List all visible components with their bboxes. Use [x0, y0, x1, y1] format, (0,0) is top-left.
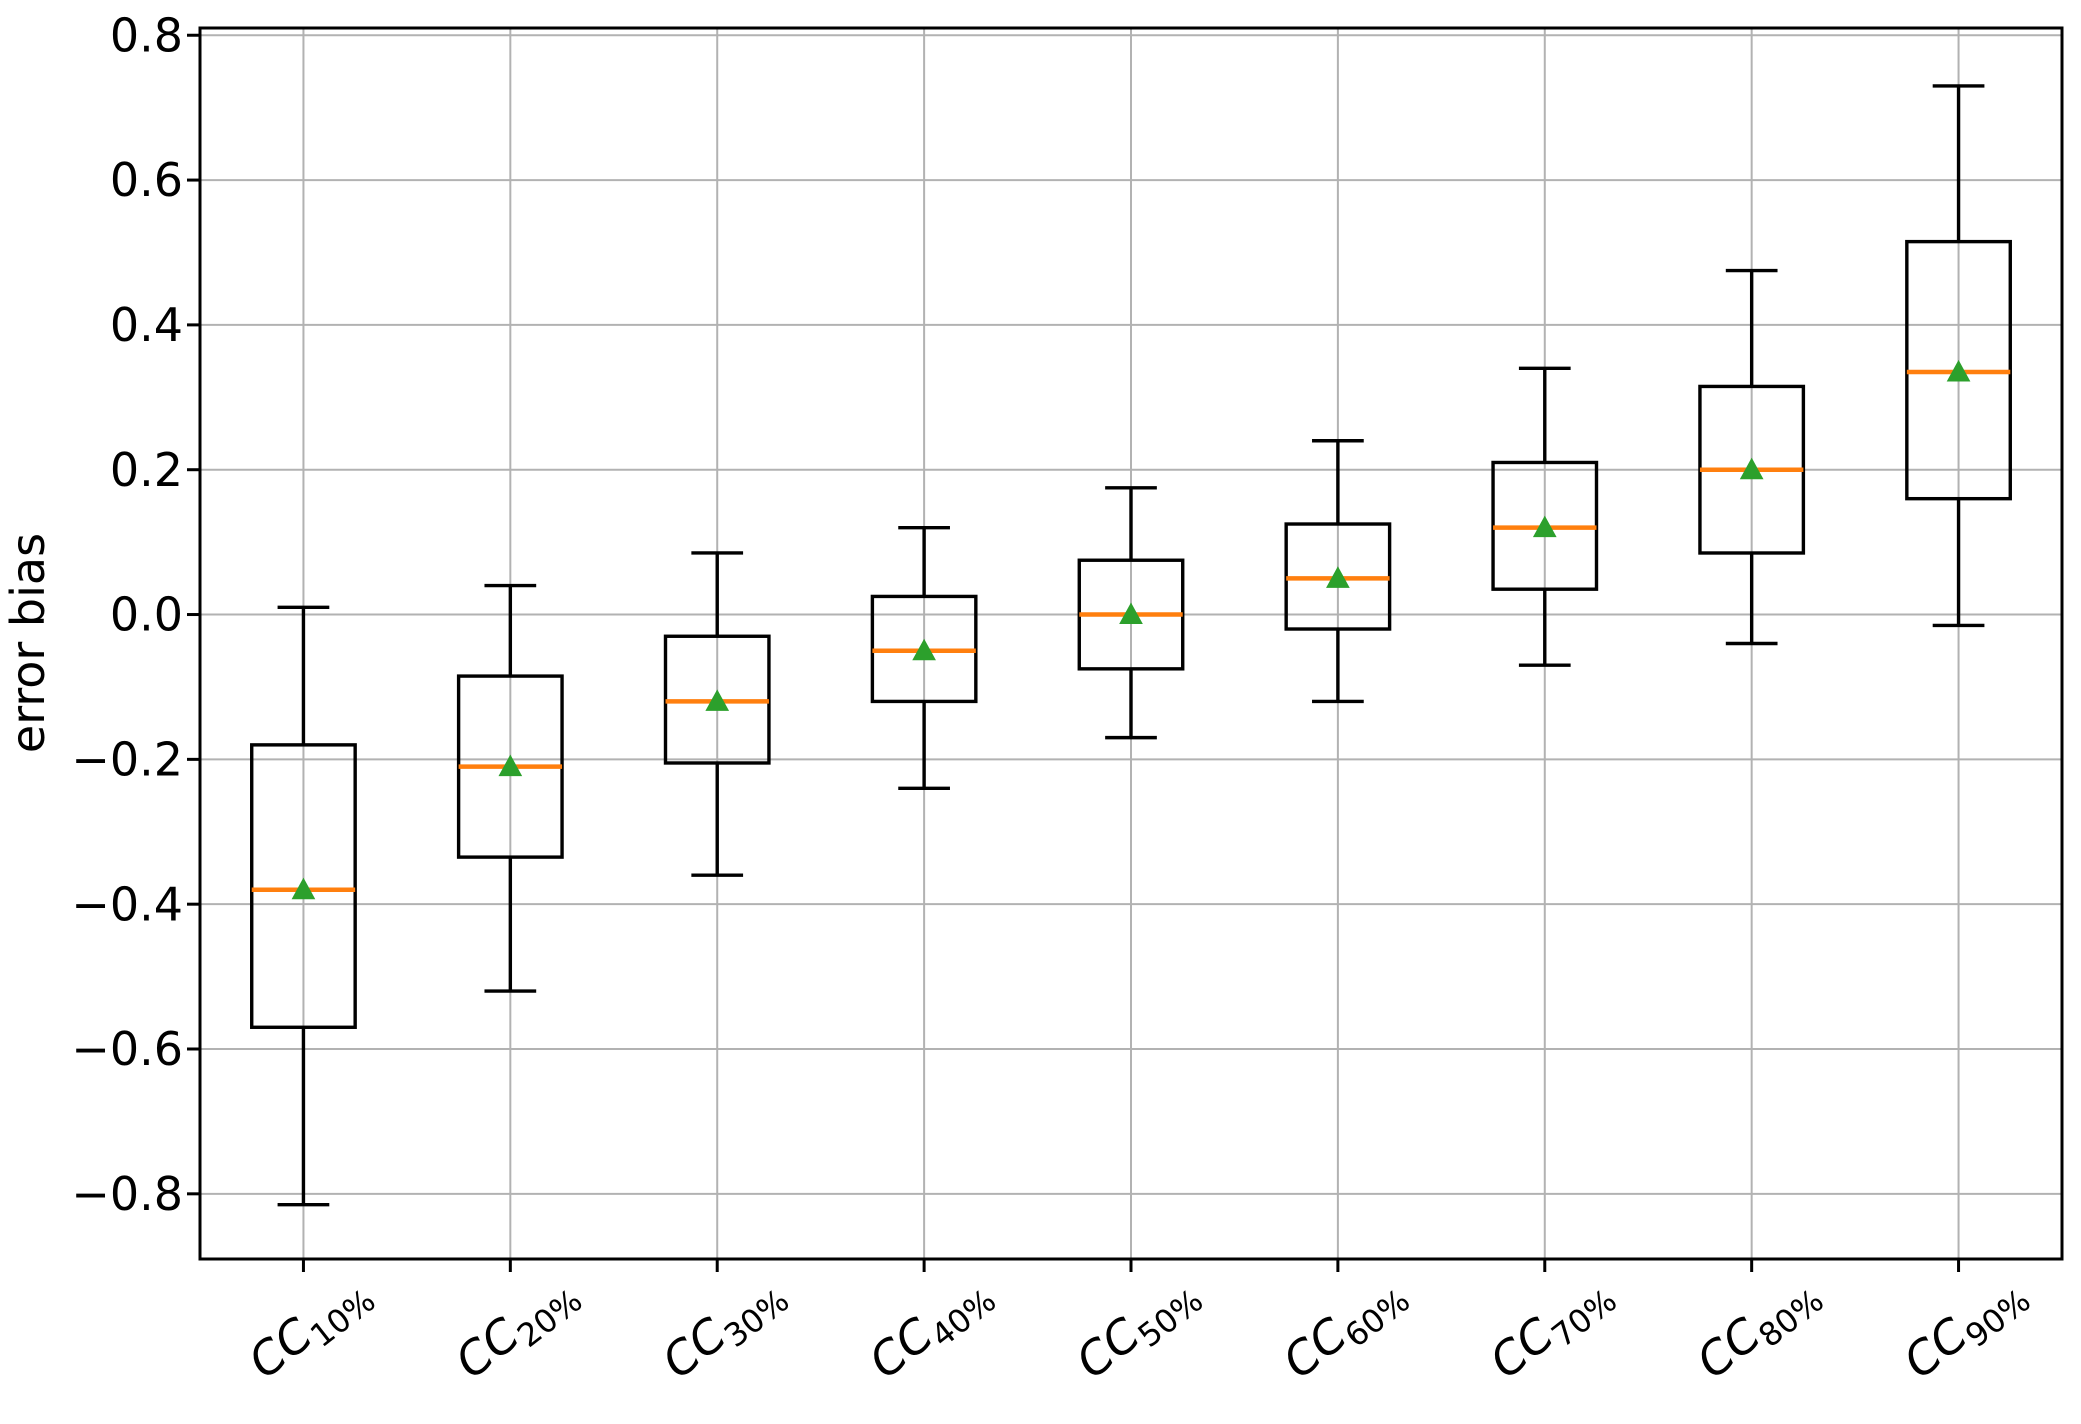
x-tick-label: CC80%: [1687, 1263, 1831, 1394]
y-tick-label: −0.6: [71, 1022, 183, 1076]
box-CC10%: [250, 605, 357, 1207]
x-tick-label: CC30%: [652, 1263, 796, 1394]
x-tick-label: CC60%: [1273, 1263, 1417, 1394]
mean-marker: [705, 689, 730, 711]
box-CC50%: [1077, 486, 1185, 740]
x-tick-label: CC40%: [859, 1263, 1003, 1394]
box-CC60%: [1284, 439, 1392, 704]
mean-marker: [1739, 457, 1764, 480]
box-CC70%: [1491, 366, 1599, 667]
box-CC40%: [870, 525, 978, 791]
y-tick-label: 0.6: [110, 153, 183, 207]
y-tick-label: 0.0: [110, 588, 183, 642]
mean-marker: [291, 877, 316, 900]
y-axis-label: error bias: [1, 533, 55, 753]
box-CC90%: [1905, 84, 2012, 628]
mean-marker: [498, 754, 523, 777]
box-CC30%: [663, 551, 771, 877]
box-CC20%: [456, 583, 564, 993]
gridlines: [200, 28, 2062, 1259]
y-tick-label: −0.8: [71, 1167, 183, 1221]
box-series: [250, 84, 2012, 1207]
y-tick-label: 0.8: [110, 8, 183, 62]
mean-marker: [912, 638, 936, 661]
x-tick-labels: CC10% CC20% CC30% CC40% CC50% CC60% CC70% CC80%…: [238, 1263, 2037, 1394]
mean-marker: [1326, 566, 1350, 588]
x-tick-label: CC90%: [1893, 1263, 2037, 1394]
box-CC80%: [1698, 268, 1806, 646]
mean-marker: [1119, 602, 1143, 625]
x-tick-marks: [301, 1259, 1961, 1272]
mean-marker: [1532, 515, 1557, 538]
y-tick-label: 0.4: [110, 298, 183, 352]
box-rect: [250, 743, 357, 1029]
x-tick-label: CC20%: [445, 1263, 589, 1394]
y-tick-marks: [187, 33, 200, 1196]
x-tick-label: CC10%: [238, 1263, 382, 1394]
mean-marker: [1946, 359, 1971, 382]
y-tick-label: 0.2: [110, 443, 183, 497]
y-tick-label: −0.4: [71, 877, 183, 931]
y-tick-labels: 0.8 0.6 0.4 0.2 0.0 −0.2 −0.4 −0.6 −0.8: [71, 8, 183, 1221]
x-tick-label: CC70%: [1480, 1263, 1624, 1394]
x-tick-label: CC50%: [1066, 1263, 1210, 1394]
y-tick-label: −0.2: [71, 732, 183, 786]
